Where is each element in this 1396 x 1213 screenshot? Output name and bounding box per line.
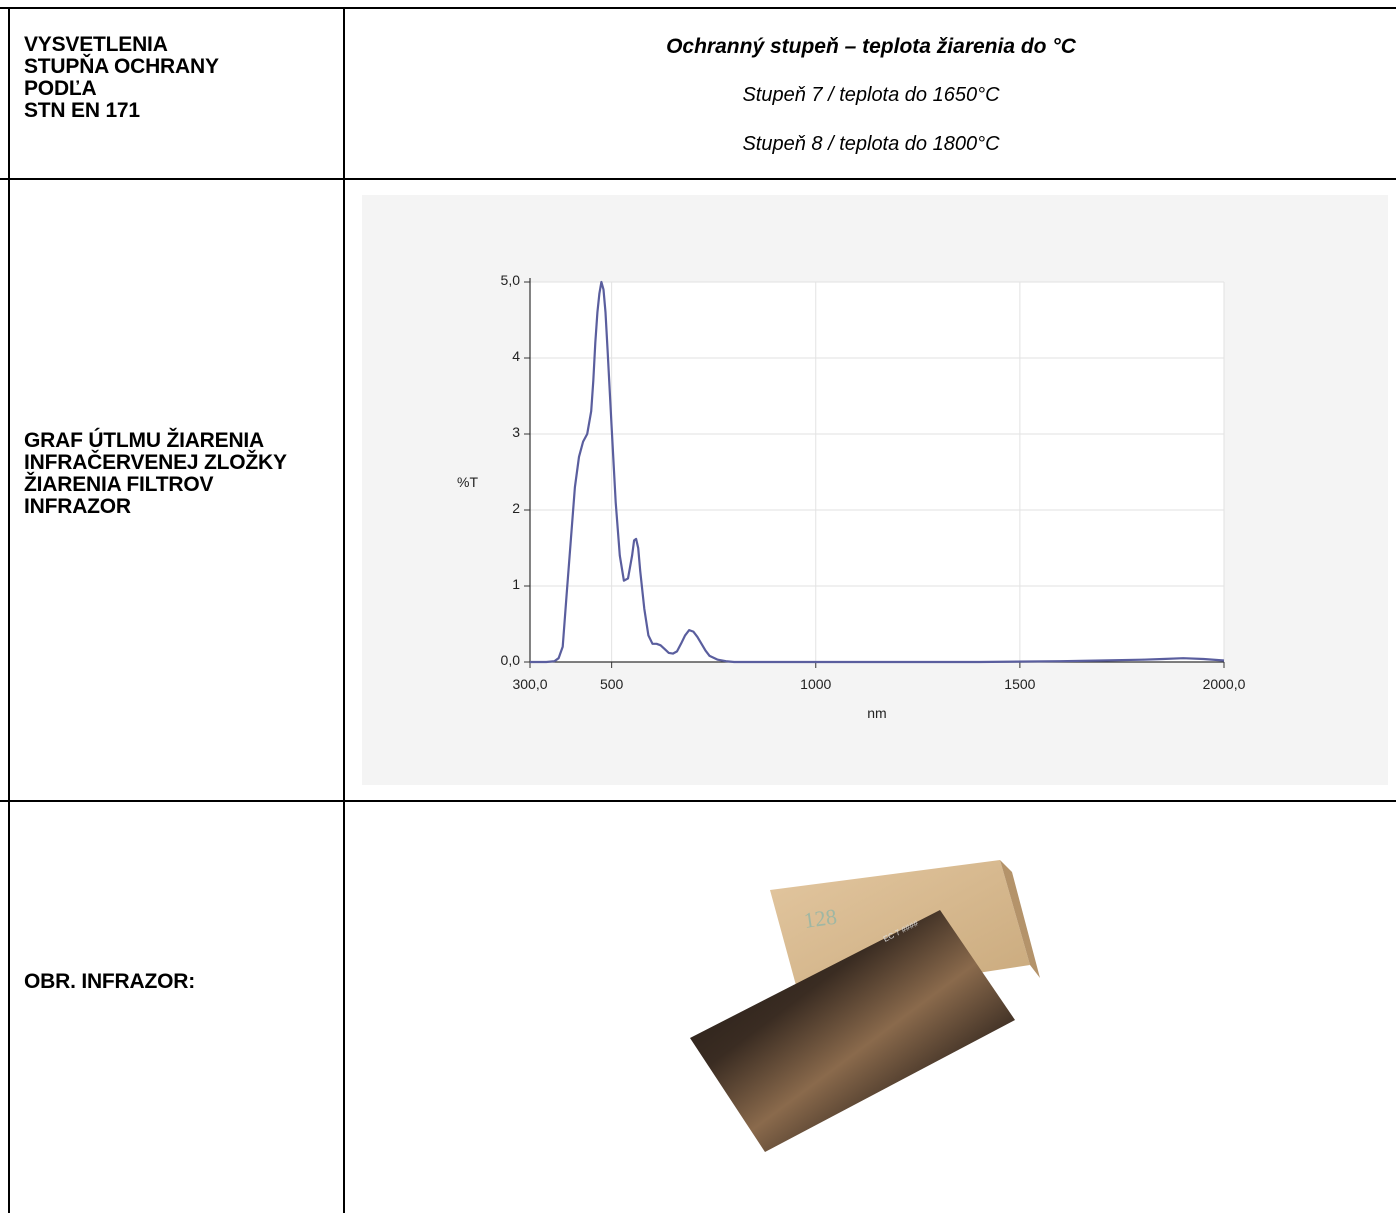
plot-area bbox=[530, 282, 1224, 662]
y-tick-label: 5,0 bbox=[501, 272, 521, 288]
label-line: VYSVETLENIA bbox=[24, 33, 168, 56]
attenuation-chart: 0,0 1 2 3 4 5,0 300,0 500 1000 1500 2000,0 nm %T bbox=[362, 195, 1388, 785]
label-line: STUPŇA OCHRANY bbox=[24, 55, 219, 78]
table-border-left bbox=[8, 7, 10, 1213]
box-marking: 128 bbox=[802, 904, 838, 933]
protection-explanation-label: VYSVETLENIA STUPŇA OCHRANY PODĽA STN EN … bbox=[24, 34, 344, 122]
x-tick-label: 1000 bbox=[800, 676, 831, 692]
row-divider bbox=[0, 178, 1396, 180]
y-tick-label: 4 bbox=[512, 348, 520, 364]
column-divider bbox=[343, 7, 345, 1213]
x-tick-label: 500 bbox=[600, 676, 624, 692]
y-tick-label: 2 bbox=[512, 500, 520, 516]
protection-level-cell: Ochranný stupeň – teplota žiarenia do °C… bbox=[346, 0, 1396, 178]
x-tick-label: 300,0 bbox=[512, 676, 547, 692]
label-line: ŽIARENIA FILTROV bbox=[24, 473, 214, 496]
table-border-top bbox=[0, 7, 1396, 9]
y-tick-label: 3 bbox=[512, 424, 520, 440]
x-axis-label: nm bbox=[867, 705, 886, 721]
glass-filter bbox=[690, 910, 1015, 1152]
infrazor-filter-photo: 128 EC 7 #### bbox=[690, 860, 1040, 1152]
y-axis-label: %T bbox=[457, 474, 478, 490]
graph-label: GRAF ÚTLMU ŽIARENIA INFRAČERVENEJ ZLOŽKY… bbox=[24, 430, 344, 518]
row-divider bbox=[0, 800, 1396, 802]
chart-svg: 0,0 1 2 3 4 5,0 300,0 500 1000 1500 2000,0 nm %T bbox=[457, 272, 1246, 721]
label-line: PODĽA bbox=[24, 77, 97, 100]
x-tick-label: 2000,0 bbox=[1203, 676, 1246, 692]
y-tick-label: 0,0 bbox=[501, 652, 521, 668]
level-7-text: Stupeň 7 / teplota do 1650°C bbox=[742, 84, 1000, 106]
label-line: STN EN 171 bbox=[24, 99, 140, 122]
transmittance-line bbox=[530, 280, 1225, 664]
label-line: INFRAČERVENEJ ZLOŽKY bbox=[24, 451, 287, 474]
label-line: GRAF ÚTLMU ŽIARENIA bbox=[24, 429, 265, 452]
y-tick-label: 1 bbox=[512, 576, 520, 592]
x-tick-label: 1500 bbox=[1004, 676, 1035, 692]
image-label: OBR. INFRAZOR: bbox=[24, 970, 196, 993]
protection-level-title: Ochranný stupeň – teplota žiarenia do °C bbox=[666, 35, 1076, 58]
label-line: INFRAZOR bbox=[24, 495, 131, 518]
level-8-text: Stupeň 8 / teplota do 1800°C bbox=[742, 133, 1000, 155]
